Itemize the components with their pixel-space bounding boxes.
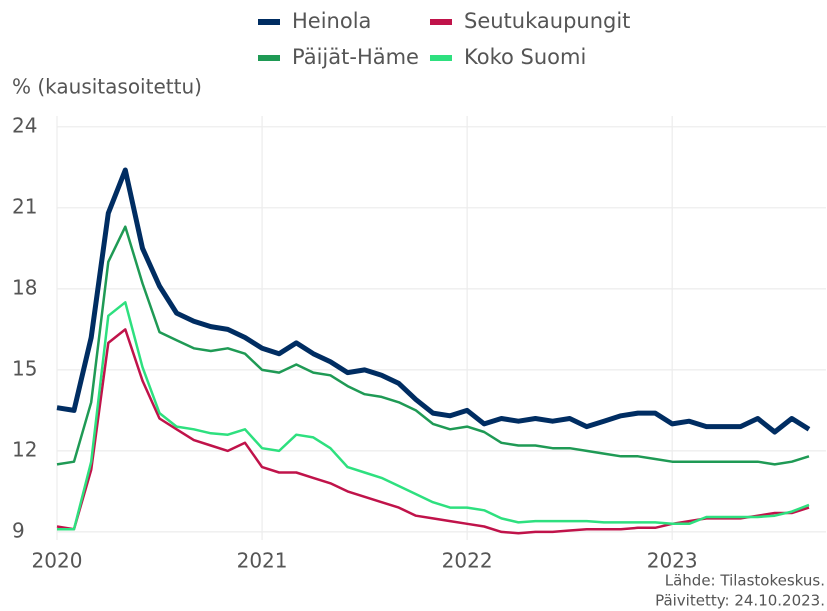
y-tick-label: 15 [12, 356, 37, 380]
legend-swatch [258, 55, 280, 61]
y-tick-label: 24 [12, 113, 37, 137]
y-tick-label: 9 [12, 518, 25, 542]
legend-swatch [430, 55, 452, 61]
x-tick-label: 2022 [442, 549, 493, 573]
x-tick-label: 2020 [32, 549, 83, 573]
y-tick-label: 12 [12, 437, 37, 461]
legend-label: Seutukaupungit [464, 9, 630, 33]
line-series [56, 167, 811, 435]
updated: Päivitetty: 24.10.2023. [655, 592, 825, 610]
x-tick-label: 2021 [237, 549, 288, 573]
x-tick-label: 2023 [647, 549, 698, 573]
source: Lähde: Tilastokeskus. [665, 572, 825, 590]
line-series [56, 225, 810, 466]
legend-label: Päijät-Häme [292, 45, 419, 69]
line-series [57, 301, 810, 531]
y-axis-label: % (kausitasoitettu) [12, 75, 202, 99]
legend-swatch [258, 19, 280, 25]
legend-label: Koko Suomi [464, 45, 586, 69]
y-tick-label: 21 [12, 194, 37, 218]
y-tick-label: 18 [12, 275, 37, 299]
legend-label: Heinola [292, 9, 371, 33]
legend-swatch [430, 19, 452, 25]
line-series [56, 328, 810, 535]
